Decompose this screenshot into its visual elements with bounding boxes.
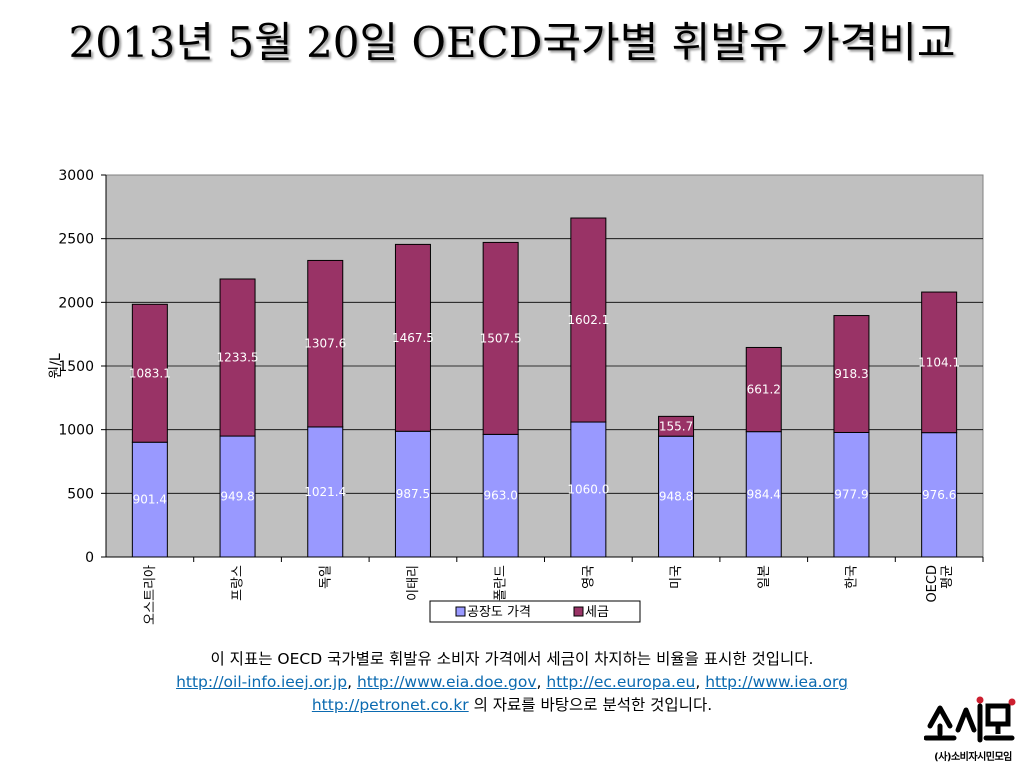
data-label: 1467.5 <box>392 331 434 345</box>
x-tick-label: 미국 <box>669 565 684 589</box>
data-label: 1602.1 <box>567 313 609 327</box>
y-axis-label: 원/L <box>48 353 64 379</box>
y-tick-label: 1000 <box>58 423 94 439</box>
data-label: 1233.5 <box>217 351 259 365</box>
logo-mark-icon <box>923 696 1016 743</box>
bar-factory-price <box>658 435 695 558</box>
source-link-eia[interactable]: http://www.eia.doe.gov <box>356 673 537 691</box>
footnote-description: 이 지표는 OECD 국가별로 휘발유 소비자 가격에서 세금이 차지하는 비율… <box>210 650 814 668</box>
bar-factory-price <box>394 430 431 558</box>
data-label: 1507.5 <box>480 331 522 345</box>
x-tick-label: OECD평균 <box>925 565 955 603</box>
source-separator: , <box>695 673 706 691</box>
y-tick-label: 2500 <box>58 232 94 248</box>
y-tick-label: 2000 <box>58 295 94 311</box>
bar-factory-price <box>307 426 344 558</box>
logo-caption: (사)소비자시민모임 <box>934 752 1012 763</box>
slide-title: 2013년 5월 20일 OECD국가별 휘발유 가격비교 <box>68 18 956 67</box>
x-tick-label: 프랑스 <box>231 565 246 601</box>
y-tick-label: 500 <box>67 486 94 502</box>
footnote: 이 지표는 OECD 국가별로 휘발유 소비자 가격에서 세금이 차지하는 비율… <box>60 648 964 717</box>
source-separator: , <box>347 673 357 691</box>
x-tick-label: 독일 <box>318 565 333 589</box>
bar-tax <box>482 241 519 435</box>
data-label: 661.2 <box>747 383 781 397</box>
data-label: 1104.1 <box>918 355 960 369</box>
x-tick-label: 오스트리아 <box>143 565 158 625</box>
source-link-petronet[interactable]: http://petronet.co.kr <box>311 696 469 714</box>
chart: 0 500 1000 1500 2000 2500 3000 원/L 901.4 1083.1 오스… <box>48 168 984 625</box>
bar-tax <box>921 291 958 434</box>
bar-factory-price <box>131 441 168 558</box>
data-label: 949.8 <box>220 490 254 504</box>
bar-tax <box>394 243 431 432</box>
y-tick-label: 0 <box>85 550 94 566</box>
footnote-tail: 의 자료를 바탕으로 분석한 것입니다. <box>468 696 713 714</box>
data-label: 963.0 <box>483 489 517 503</box>
y-tick-label: 3000 <box>58 168 94 184</box>
legend-swatch-tax <box>573 606 584 617</box>
data-label: 987.5 <box>396 487 430 501</box>
data-label: 984.4 <box>747 487 781 501</box>
bar-tax <box>833 315 870 433</box>
x-tick-label: 한국 <box>844 565 859 589</box>
x-tick-label: 일본 <box>757 565 772 589</box>
data-label: 155.7 <box>659 419 693 433</box>
bar-tax <box>219 278 256 437</box>
source-link-ieej[interactable]: http://oil-info.ieej.or.jp <box>176 673 348 691</box>
legend-label: 세금 <box>585 605 609 620</box>
x-tick-label: 폴란드 <box>494 565 509 601</box>
footnote-sources-line: http://oil-info.ieej.or.jp, http://www.e… <box>60 671 964 694</box>
data-label: 1307.6 <box>304 337 346 351</box>
bar-factory-price <box>921 432 958 558</box>
data-label: 977.9 <box>834 488 868 502</box>
legend-label: 공장도 가격 <box>467 605 531 620</box>
source-separator: , <box>536 673 547 691</box>
bar-tax <box>745 346 782 433</box>
bar-factory-price <box>745 431 782 558</box>
bar-tax <box>131 303 168 443</box>
x-tick-label: 이태리 <box>406 565 421 601</box>
y-tick-label: 1500 <box>58 359 94 375</box>
bar-tax <box>307 259 344 428</box>
source-link-iea[interactable]: http://www.iea.org <box>705 673 848 691</box>
footnote-sources-line: http://petronet.co.kr 의 자료를 바탕으로 분석한 것입니… <box>60 694 964 717</box>
legend <box>429 600 641 623</box>
legend-swatch-factory-price <box>455 606 466 617</box>
bar-factory-price <box>570 421 607 558</box>
data-label: 1021.4 <box>304 485 346 499</box>
bar-tax <box>658 415 695 437</box>
x-tick-label: 영국 <box>581 565 596 589</box>
bar-factory-price <box>482 433 519 558</box>
bar-tax <box>570 217 607 423</box>
source-link-ec-europa[interactable]: http://ec.europa.eu <box>546 673 696 691</box>
data-label: 948.8 <box>659 490 693 504</box>
data-label: 976.6 <box>922 488 956 502</box>
data-label: 1083.1 <box>129 366 171 380</box>
data-label: 901.4 <box>133 493 167 507</box>
data-label: 918.3 <box>834 367 868 381</box>
organization-logo: (사)소비자시민모임 <box>923 696 1016 764</box>
data-label: 1060.0 <box>567 483 609 497</box>
